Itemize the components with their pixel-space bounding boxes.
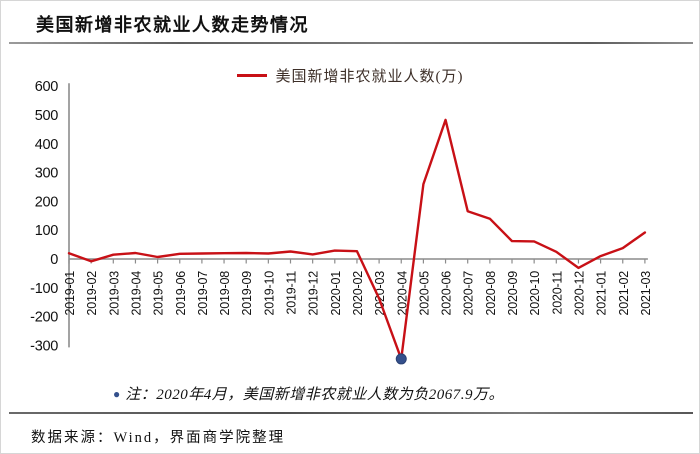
- x-axis-label: 2020-11: [550, 271, 564, 315]
- x-axis-label: 2021-01: [595, 271, 609, 316]
- x-axis-label: 2021-03: [639, 271, 653, 316]
- x-axis-label: 2019-12: [307, 271, 321, 316]
- x-axis-label: 2019-02: [85, 271, 99, 316]
- x-axis-label: 2019-10: [262, 271, 276, 316]
- x-axis-label: 2019-08: [218, 271, 232, 316]
- legend-label: 美国新增非农就业人数(万): [275, 69, 464, 85]
- x-axis-label: 2020-05: [417, 271, 431, 316]
- y-axis-label: 500: [35, 108, 59, 124]
- y-axis-label: -100: [30, 281, 58, 297]
- x-axis-label: 2020-10: [528, 271, 542, 316]
- x-axis-label: 2020-12: [572, 271, 586, 316]
- x-axis-label: 2020-02: [351, 271, 365, 316]
- legend-line-icon: [236, 74, 267, 77]
- x-axis-label: 2019-01: [63, 271, 77, 316]
- x-axis-label: 2021-02: [617, 271, 631, 316]
- bottom-divider: [9, 412, 693, 414]
- y-axis-label: 100: [35, 223, 59, 239]
- chart-legend: 美国新增非农就业人数(万): [1, 65, 699, 86]
- x-axis-label: 2019-11: [285, 271, 299, 315]
- y-axis-label: 600: [35, 79, 59, 95]
- y-axis-label: -300: [30, 338, 58, 354]
- x-axis-label: 2020-04: [395, 271, 409, 316]
- page-title: 美国新增非农就业人数走势情况: [36, 15, 309, 35]
- y-axis-label: 300: [35, 166, 59, 182]
- x-axis-label: 2019-09: [240, 271, 254, 316]
- y-axis-label: 200: [35, 194, 59, 210]
- x-axis-label: 2019-06: [174, 271, 188, 316]
- x-axis-label: 2020-06: [440, 271, 454, 316]
- x-axis-label: 2020-08: [484, 271, 498, 316]
- x-axis-label: 2019-05: [152, 271, 166, 316]
- series-line: [67, 118, 647, 361]
- x-axis-label: 2020-01: [329, 271, 343, 316]
- y-axis-label: 0: [50, 252, 58, 268]
- top-divider: [9, 42, 693, 44]
- x-axis-label: 2019-03: [107, 271, 121, 316]
- clipped-value-marker: [395, 353, 407, 365]
- y-axis-label: 400: [35, 137, 59, 153]
- x-axis-label: 2019-07: [196, 271, 210, 316]
- data-source: 数据来源：Wind，界面商学院整理: [31, 430, 286, 446]
- chart-note: ● 注：2020年4月，美国新增非农就业人数为负2067.9万。: [113, 383, 504, 404]
- x-axis-label: 2020-03: [373, 271, 387, 316]
- note-bullet-icon: ●: [113, 386, 121, 401]
- x-axis-label: 2020-07: [462, 271, 476, 316]
- x-axis-label: 2020-09: [506, 271, 520, 316]
- y-axis-label: -200: [30, 310, 58, 326]
- note-text: 注：2020年4月，美国新增非农就业人数为负2067.9万。: [125, 387, 505, 403]
- x-axis-label: 2019-04: [129, 271, 143, 316]
